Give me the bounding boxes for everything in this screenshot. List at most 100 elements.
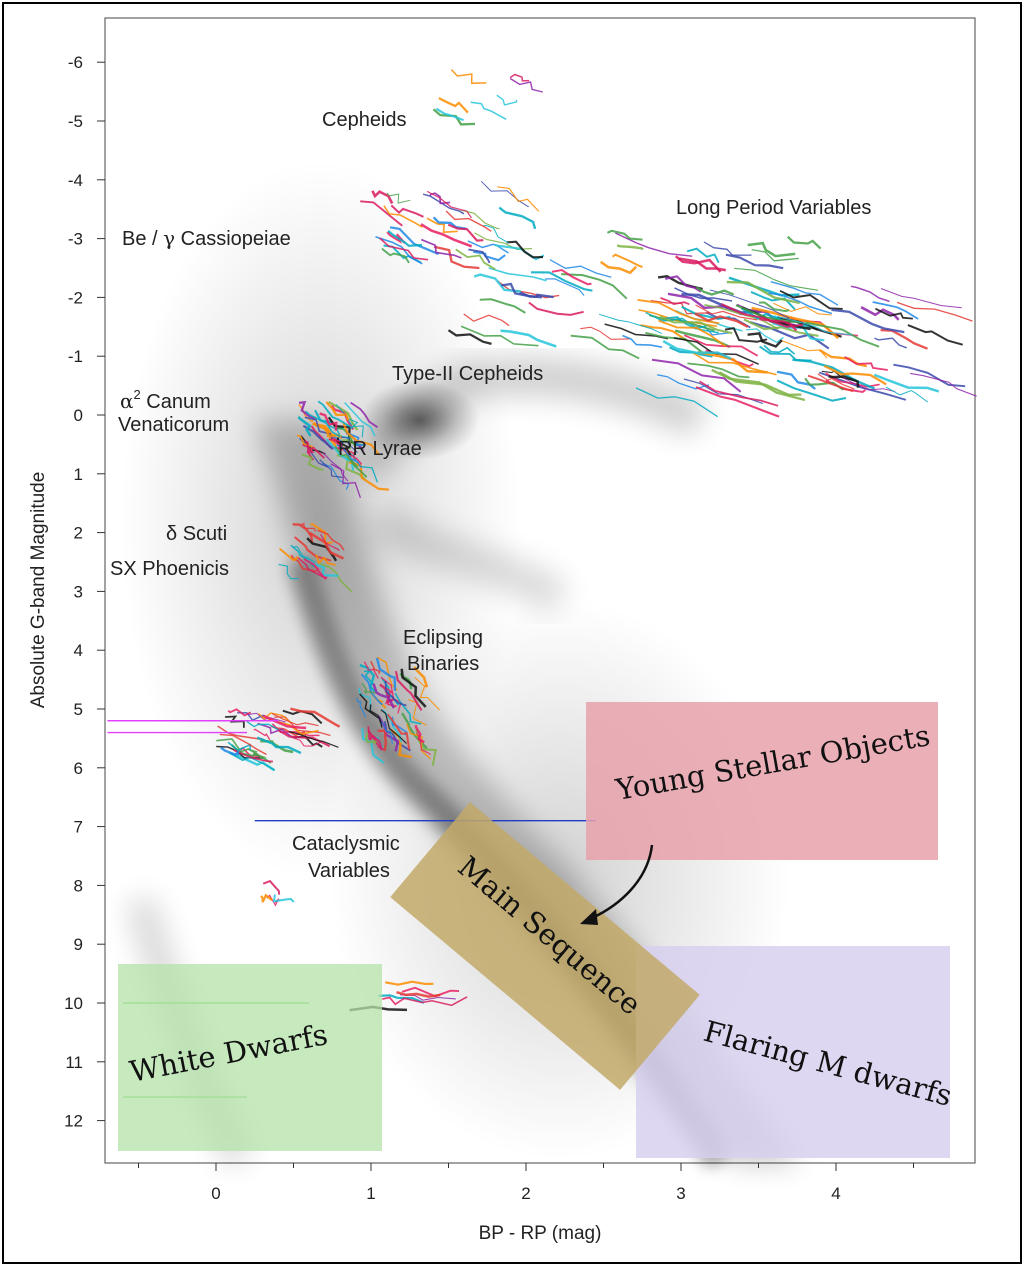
variable-star-trail bbox=[750, 290, 796, 311]
variable-star-trail bbox=[294, 536, 332, 562]
variable-star-trail bbox=[344, 402, 376, 437]
variable-star-trail bbox=[408, 699, 427, 726]
variable-star-trail bbox=[759, 301, 790, 313]
variable-star-trail bbox=[386, 231, 406, 244]
variable-star-trail bbox=[759, 345, 812, 362]
variable-star-trail bbox=[770, 281, 839, 306]
variable-star-trail bbox=[396, 990, 441, 998]
variable-star-trail bbox=[807, 374, 854, 393]
variable-star-trail bbox=[658, 319, 727, 348]
variable-star-trail bbox=[763, 344, 796, 355]
y-tick-label: -2 bbox=[68, 288, 83, 307]
variable-star-trail bbox=[360, 200, 403, 227]
variable-star-trail bbox=[447, 329, 492, 346]
variable-star-trail bbox=[460, 325, 539, 347]
label-long-period-variables: Long Period Variables bbox=[676, 197, 871, 219]
variable-star-trail bbox=[907, 324, 963, 346]
variable-star-trail bbox=[561, 273, 628, 300]
variable-star-trail bbox=[225, 715, 245, 728]
variable-star-trail bbox=[328, 401, 359, 431]
variable-star-trail bbox=[726, 280, 800, 305]
variable-star-trail bbox=[776, 315, 853, 336]
variable-star-trail bbox=[699, 380, 779, 407]
variable-star-trail bbox=[506, 240, 544, 259]
x-tick-label: 1 bbox=[366, 1184, 375, 1203]
variable-star-trail bbox=[872, 301, 919, 320]
variable-star-trail bbox=[303, 558, 327, 581]
variable-star-trail bbox=[382, 996, 405, 1006]
variable-star-trail bbox=[695, 286, 735, 296]
variable-star-trail bbox=[319, 412, 338, 431]
variable-star-trail bbox=[473, 273, 521, 293]
variable-star-trail bbox=[258, 712, 292, 724]
variable-star-trail bbox=[320, 533, 340, 551]
variable-star-trail bbox=[860, 306, 900, 321]
variable-star-trail bbox=[599, 260, 637, 275]
yso-arrow bbox=[591, 844, 654, 920]
variable-star-trail bbox=[389, 226, 440, 256]
variable-star-trail bbox=[496, 94, 518, 106]
variable-star-trail bbox=[336, 444, 363, 469]
variable-star-trail bbox=[400, 668, 427, 708]
variable-star-trail bbox=[422, 193, 465, 215]
variable-star-trail bbox=[414, 676, 440, 711]
x-tick-label: 2 bbox=[521, 1184, 530, 1203]
y-tick-label: 5 bbox=[74, 700, 83, 719]
variable-star-trail bbox=[297, 416, 312, 437]
label-cepheids: Cepheids bbox=[322, 109, 407, 131]
variable-star-trail bbox=[509, 73, 530, 82]
variable-star-trail bbox=[480, 180, 529, 208]
y-tick-label: 10 bbox=[64, 994, 83, 1013]
variable-star-trail bbox=[725, 253, 784, 270]
y-tick-label: 1 bbox=[74, 465, 83, 484]
variable-star-trail bbox=[530, 271, 593, 292]
variable-star-trail bbox=[745, 328, 784, 344]
variable-star-trail bbox=[674, 255, 722, 273]
variable-star-trail bbox=[394, 692, 422, 725]
variable-star-trail bbox=[288, 730, 339, 748]
x-tick-label: 3 bbox=[676, 1184, 685, 1203]
variable-star-trail bbox=[435, 107, 464, 122]
variable-star-trail bbox=[709, 289, 790, 319]
variable-star-trail bbox=[743, 318, 819, 337]
flaring-m-dwarfs-region bbox=[636, 946, 950, 1158]
variable-star-trail bbox=[740, 307, 783, 322]
variable-star-trail bbox=[367, 730, 384, 751]
variable-star-trail bbox=[718, 371, 802, 397]
variable-star-trail bbox=[317, 529, 345, 551]
variable-star-trail bbox=[372, 683, 395, 709]
main-sequence-region bbox=[390, 802, 700, 1090]
variable-star-trail bbox=[659, 315, 733, 335]
variable-star-trail bbox=[378, 994, 425, 1004]
label-be-gamma-cassiopeiae: Be / γ Cassiopeiae bbox=[122, 226, 291, 250]
variable-star-trail bbox=[831, 308, 905, 334]
variable-star-trail bbox=[290, 554, 317, 573]
variable-star-trail bbox=[341, 439, 352, 450]
variable-star-trail bbox=[384, 680, 407, 707]
variable-star-trail bbox=[380, 709, 408, 744]
variable-star-trail bbox=[217, 725, 265, 741]
variable-star-trail bbox=[910, 372, 977, 397]
variable-star-trail bbox=[875, 307, 913, 320]
variable-star-trail bbox=[379, 237, 429, 261]
variable-star-trail bbox=[776, 379, 847, 402]
variable-star-trail bbox=[463, 313, 510, 327]
variable-star-trail bbox=[342, 421, 381, 456]
variable-star-trail bbox=[301, 453, 324, 471]
variable-star-trail bbox=[365, 733, 377, 745]
x-axis-title: BP - RP (mag) bbox=[479, 1223, 602, 1244]
variable-star-trail bbox=[445, 210, 492, 232]
variable-star-trail bbox=[233, 749, 273, 763]
plot-area bbox=[104, 17, 976, 1164]
variable-star-trail bbox=[786, 235, 822, 250]
variable-star-trail bbox=[291, 736, 323, 747]
variable-star-trail bbox=[885, 386, 929, 403]
variable-star-trail bbox=[880, 288, 962, 309]
yso-arrow-head bbox=[580, 909, 598, 925]
variable-star-trail bbox=[664, 275, 702, 293]
variable-star-trail bbox=[483, 224, 510, 244]
variable-star-trail bbox=[385, 980, 434, 986]
variable-star-trail bbox=[893, 363, 966, 388]
label-sx-phoenicis: SX Phoenicis bbox=[110, 558, 229, 580]
